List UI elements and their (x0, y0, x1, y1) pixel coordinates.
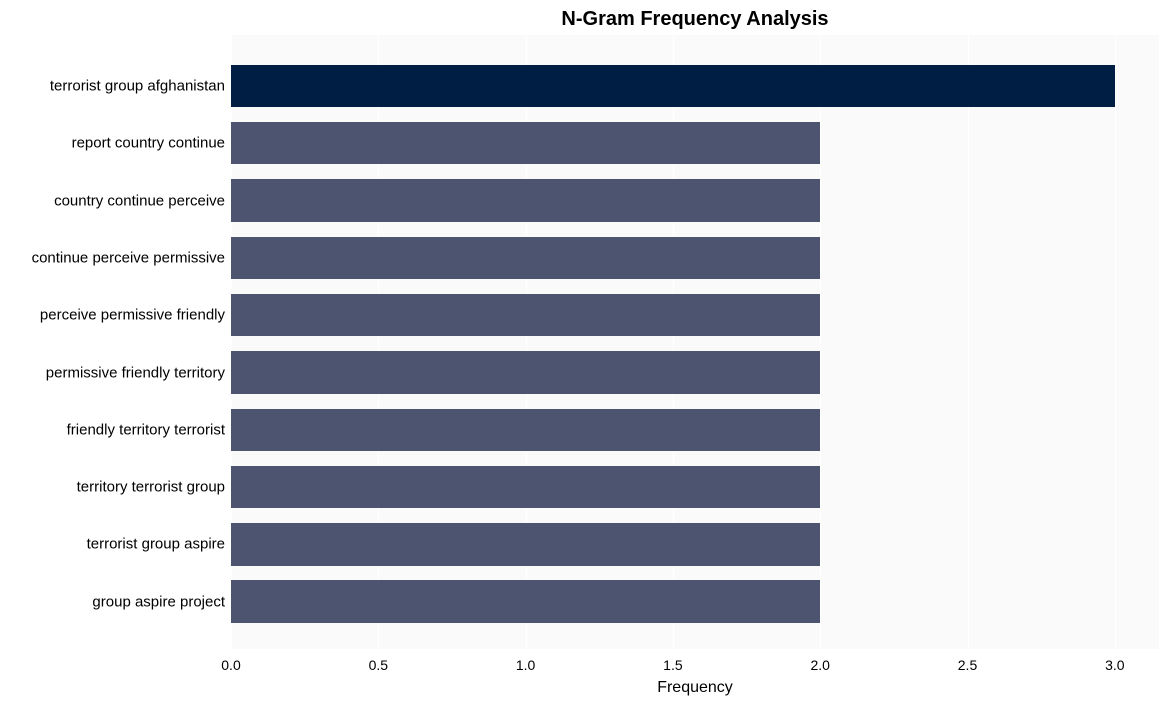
bar (231, 237, 820, 279)
y-axis-tick-label: permissive friendly territory (46, 364, 225, 381)
x-axis-tick-label: 3.0 (1105, 657, 1124, 673)
ngram-frequency-chart: N-Gram Frequency Analysis terrorist grou… (0, 0, 1169, 701)
bar (231, 351, 820, 393)
bar (231, 580, 820, 622)
x-axis-tick-label: 1.0 (516, 657, 535, 673)
x-axis-label: Frequency (231, 679, 1159, 697)
y-axis-tick-label: country continue perceive (54, 192, 225, 209)
bar (231, 466, 820, 508)
bar (231, 294, 820, 336)
bar-row (231, 179, 1159, 221)
chart-title: N-Gram Frequency Analysis (231, 8, 1159, 31)
x-axis-tick-label: 2.5 (958, 657, 977, 673)
bar-row (231, 237, 1159, 279)
x-axis-tick-label: 2.0 (810, 657, 829, 673)
bar (231, 409, 820, 451)
y-axis-tick-label: friendly territory terrorist (67, 421, 225, 438)
y-axis-tick-label: perceive permissive friendly (40, 307, 225, 324)
bar (231, 122, 820, 164)
bar-row (231, 409, 1159, 451)
bar-row (231, 523, 1159, 565)
y-axis-tick-label: group aspire project (92, 593, 225, 610)
plot-area (231, 35, 1159, 649)
bar (231, 179, 820, 221)
y-axis-tick-label: report country continue (72, 135, 225, 152)
y-axis-tick-label: territory terrorist group (77, 479, 225, 496)
y-axis-tick-label: terrorist group afghanistan (50, 78, 225, 95)
bar (231, 65, 1115, 107)
x-axis-tick-label: 1.5 (663, 657, 682, 673)
x-axis-tick-label: 0.0 (221, 657, 240, 673)
bar-row (231, 122, 1159, 164)
bar-row (231, 580, 1159, 622)
bar-row (231, 466, 1159, 508)
bar (231, 523, 820, 565)
y-axis-tick-label: continue perceive permissive (32, 249, 225, 266)
bar-row (231, 65, 1159, 107)
x-axis-tick-label: 0.5 (369, 657, 388, 673)
y-axis-tick-label: terrorist group aspire (87, 536, 225, 553)
bar-row (231, 294, 1159, 336)
bar-row (231, 351, 1159, 393)
